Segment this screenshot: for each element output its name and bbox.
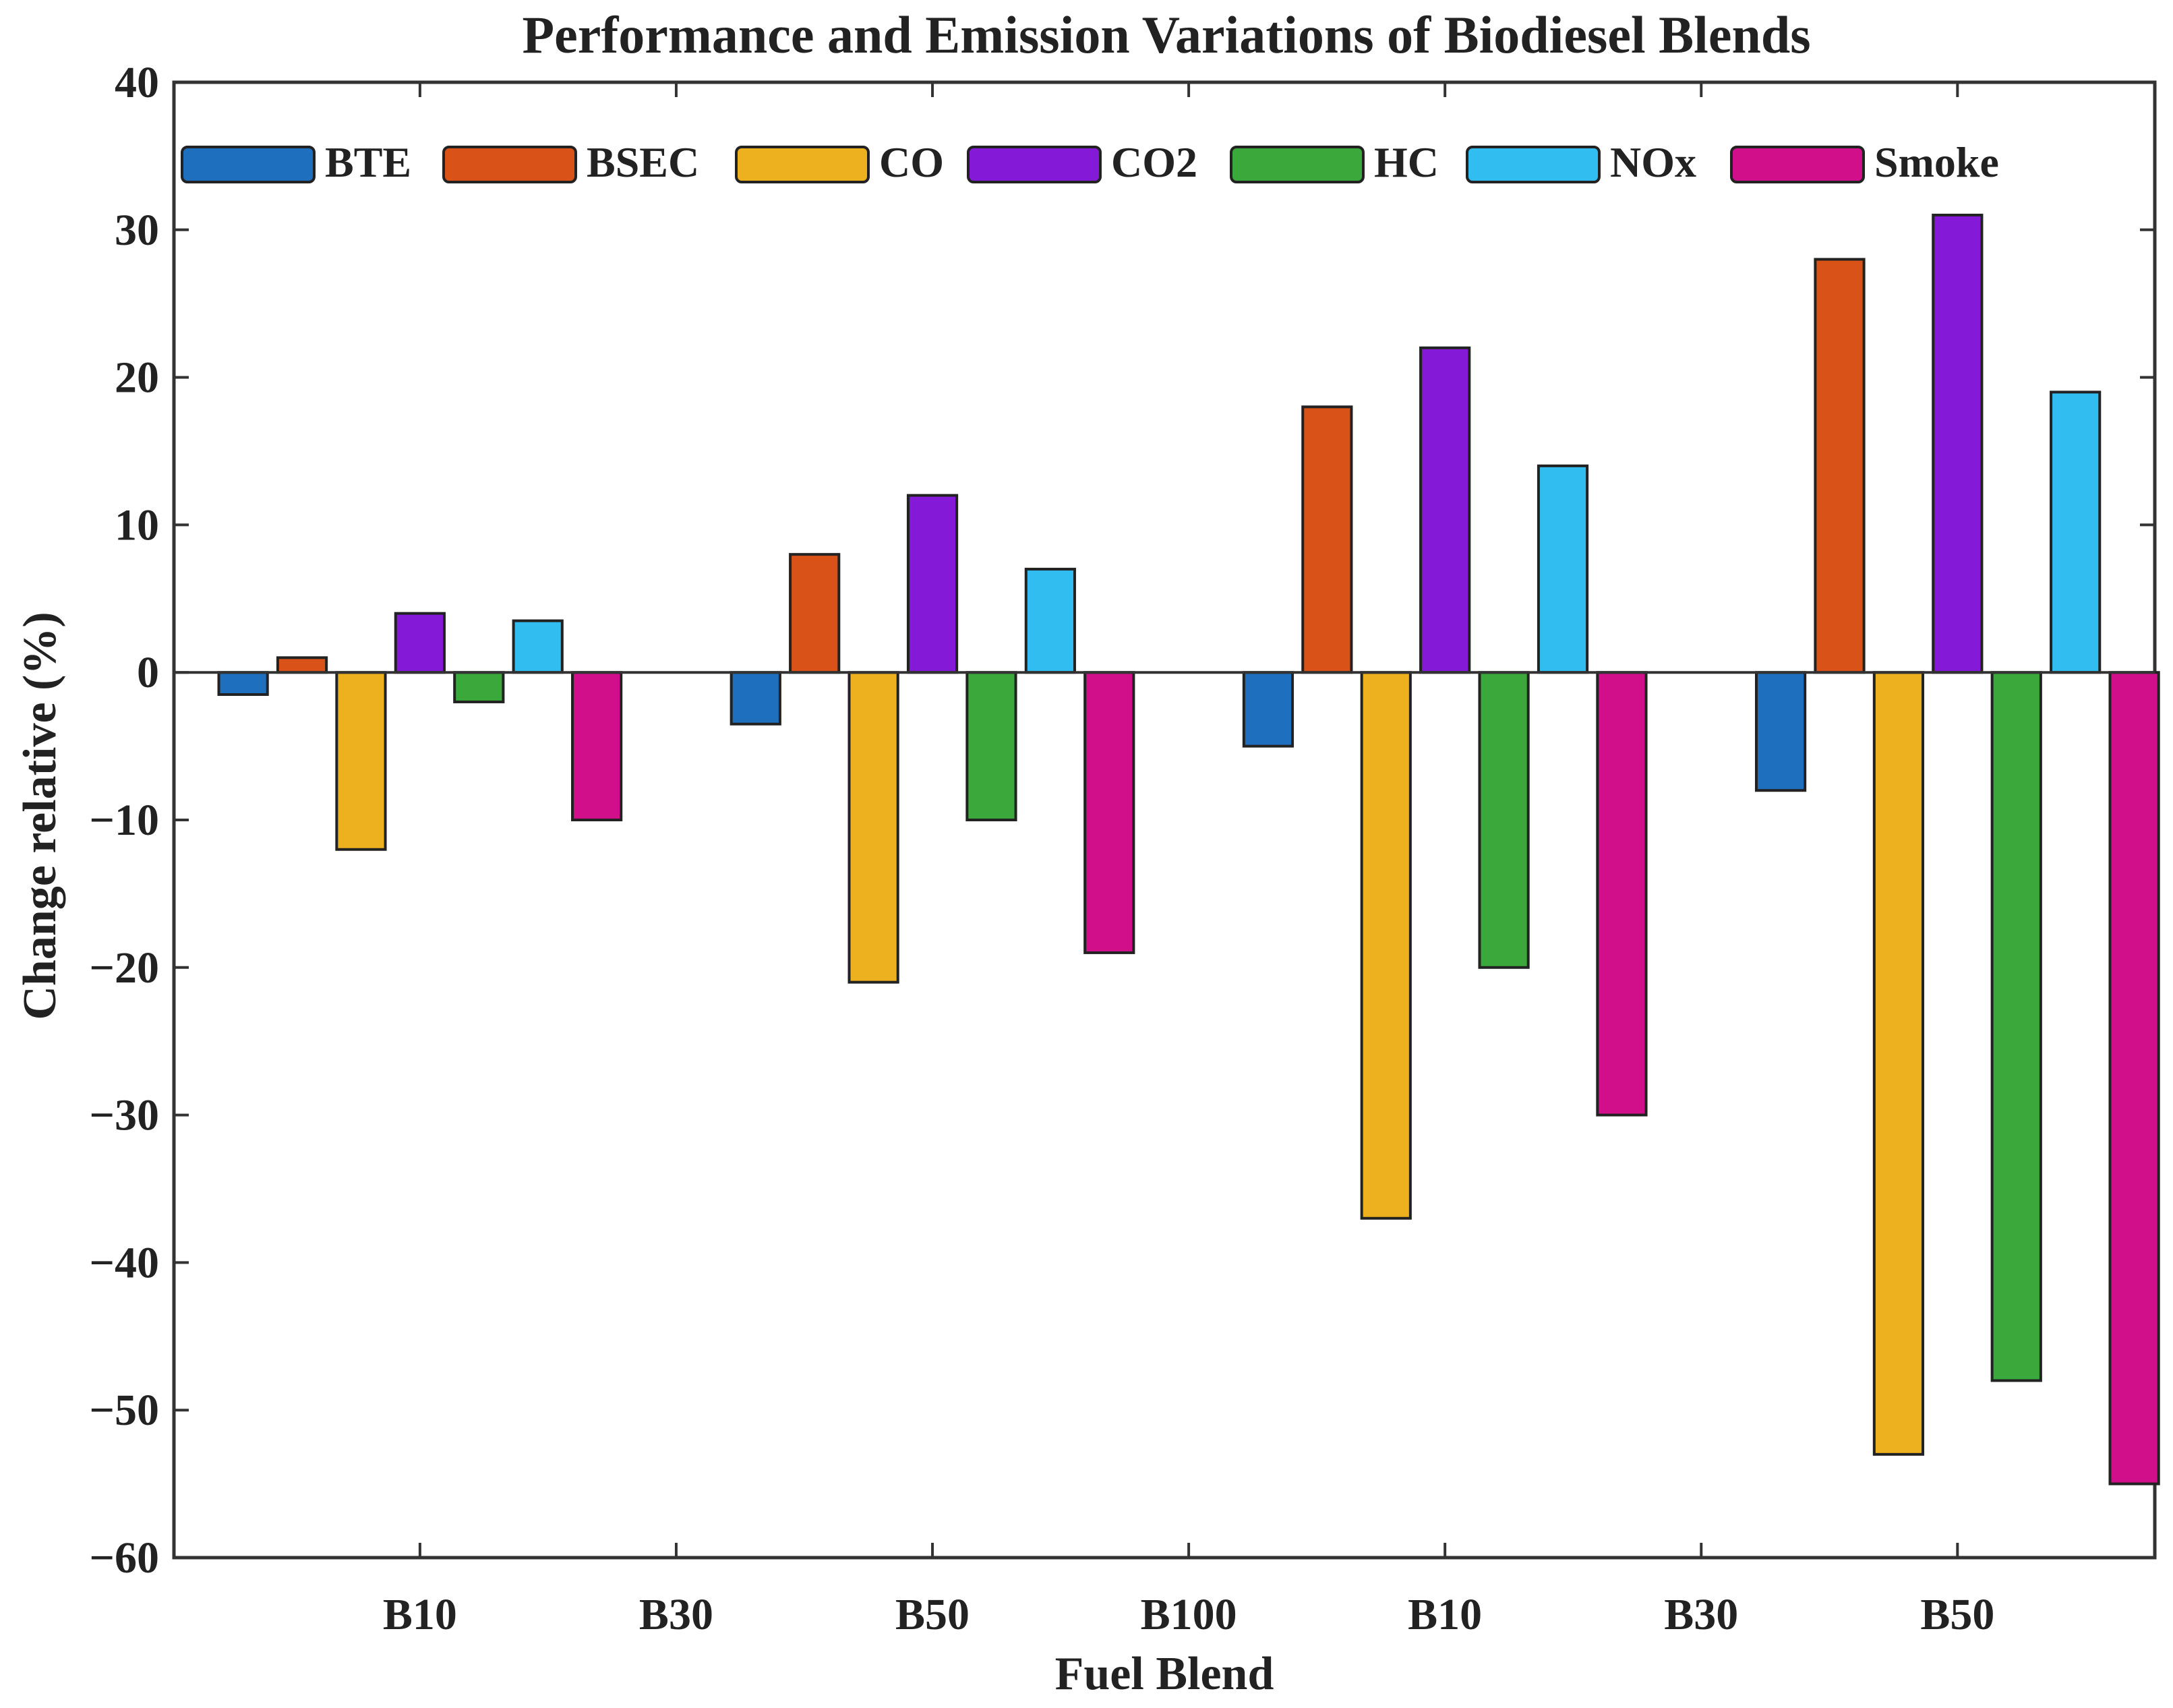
legend-label: HC xyxy=(1374,138,1439,186)
legend-swatch xyxy=(442,146,577,183)
bar-smoke-3 xyxy=(1596,671,1648,1117)
y-tick-label: 30 xyxy=(115,206,159,255)
legend-swatch xyxy=(967,146,1102,183)
bar-co-2 xyxy=(847,671,899,984)
bar-smoke-2 xyxy=(1083,671,1135,954)
x-tick-label: B30 xyxy=(1664,1590,1738,1639)
chart-title: Performance and Emission Variations of B… xyxy=(522,5,1810,64)
bar-bte-3 xyxy=(1242,671,1294,748)
bar-hc-1 xyxy=(453,671,505,703)
bars-layer xyxy=(174,213,2160,1485)
x-tick-label: B10 xyxy=(1408,1590,1482,1639)
x-tick-label: B30 xyxy=(639,1590,713,1639)
x-tick-label: B10 xyxy=(383,1590,457,1639)
legend-item-smoke: Smoke xyxy=(1730,138,1999,186)
bar-hc-2 xyxy=(965,671,1017,822)
y-tick-label: 40 xyxy=(115,58,159,107)
bar-bte-2 xyxy=(730,671,781,726)
legend-label: NOx xyxy=(1610,138,1696,186)
y-tick-label: 10 xyxy=(115,500,159,550)
bar-hc-4 xyxy=(1990,671,2042,1382)
legend-item-co2: CO2 xyxy=(967,138,1197,186)
legend-item-bsec: BSEC xyxy=(442,138,699,186)
bar-nox-1 xyxy=(512,619,564,674)
legend-label: BSEC xyxy=(587,138,699,186)
legend-label: BTE xyxy=(325,138,411,186)
bar-co2-3 xyxy=(1419,346,1471,674)
legend-label: CO xyxy=(879,138,944,186)
y-tick-label: −10 xyxy=(89,796,159,845)
legend: BTE BSEC CO CO2 HC NOx Smoke xyxy=(181,138,1999,186)
legend-label: Smoke xyxy=(1874,138,1999,186)
bar-co2-2 xyxy=(906,494,959,674)
y-tick-label: −20 xyxy=(89,943,159,993)
bar-bsec-2 xyxy=(789,553,841,674)
x-tick-label: B100 xyxy=(1141,1590,1237,1639)
bar-bsec-1 xyxy=(276,656,328,674)
legend-item-co: CO xyxy=(735,138,944,186)
legend-swatch xyxy=(1230,146,1365,183)
bar-nox-4 xyxy=(2050,390,2102,674)
bar-nox-2 xyxy=(1024,568,1076,674)
y-tick-label: 20 xyxy=(115,353,159,403)
bar-smoke-1 xyxy=(571,671,623,822)
legend-swatch xyxy=(735,146,870,183)
legend-item-hc: HC xyxy=(1230,138,1439,186)
y-tick-label: −60 xyxy=(89,1533,159,1583)
bar-bte-1 xyxy=(217,671,269,697)
bar-co-4 xyxy=(1872,671,1925,1456)
legend-swatch xyxy=(1730,146,1865,183)
x-tick-label: B50 xyxy=(1920,1590,1994,1639)
bar-co2-4 xyxy=(1932,213,1984,674)
legend-label: CO2 xyxy=(1111,138,1197,186)
legend-item-nox: NOx xyxy=(1466,138,1696,186)
y-tick-label: −40 xyxy=(89,1238,159,1287)
bar-bsec-4 xyxy=(1814,258,1866,674)
bar-co2-1 xyxy=(394,612,446,674)
y-tick-label: −50 xyxy=(89,1386,159,1435)
bar-co-1 xyxy=(335,671,387,851)
x-axis-label: Fuel Blend xyxy=(1055,1648,1274,1700)
legend-item-bte: BTE xyxy=(181,138,411,186)
bar-co-3 xyxy=(1360,671,1412,1220)
bar-bsec-3 xyxy=(1301,405,1353,674)
bar-bte-4 xyxy=(1754,671,1807,792)
legend-swatch xyxy=(1466,146,1601,183)
y-tick-label: −30 xyxy=(89,1091,159,1140)
x-tick-label: B50 xyxy=(895,1590,970,1639)
bar-hc-3 xyxy=(1478,671,1530,969)
y-axis-label: Change relative (%) xyxy=(14,612,66,1020)
y-tick-label: 0 xyxy=(137,648,159,697)
bar-smoke-4 xyxy=(2108,671,2160,1485)
bar-nox-3 xyxy=(1537,464,1589,674)
legend-swatch xyxy=(181,146,316,183)
